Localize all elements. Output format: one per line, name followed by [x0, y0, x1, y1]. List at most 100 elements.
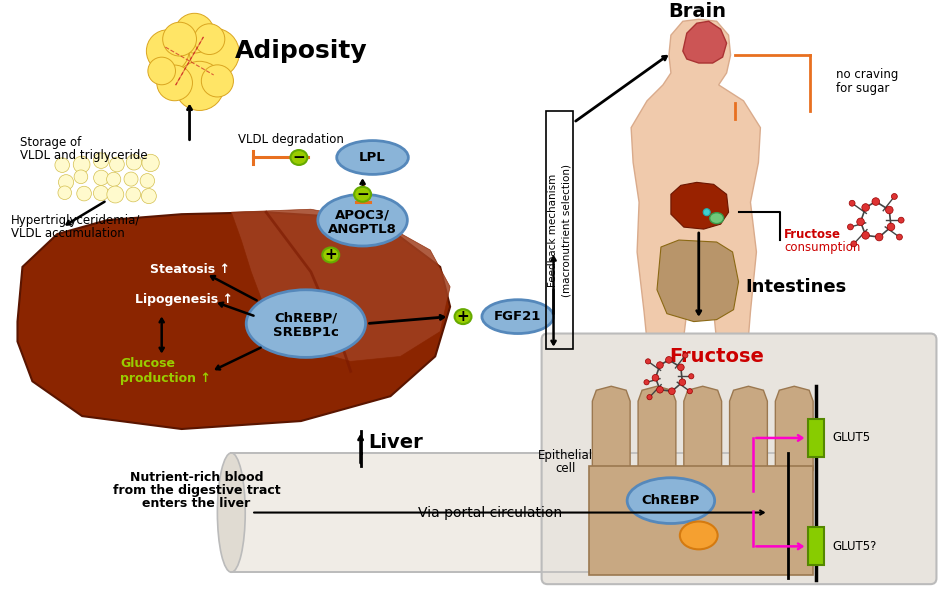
- Circle shape: [142, 154, 159, 172]
- Circle shape: [897, 234, 902, 240]
- Circle shape: [683, 353, 688, 358]
- Circle shape: [689, 374, 694, 379]
- Bar: [231, 453, 789, 572]
- Ellipse shape: [318, 194, 407, 246]
- Circle shape: [58, 186, 72, 199]
- Ellipse shape: [455, 309, 471, 324]
- Polygon shape: [631, 19, 760, 434]
- Circle shape: [163, 34, 216, 88]
- Circle shape: [157, 65, 193, 101]
- Polygon shape: [775, 386, 813, 471]
- Text: +: +: [456, 309, 470, 324]
- Circle shape: [58, 175, 73, 190]
- Circle shape: [73, 156, 90, 173]
- Text: for sugar: for sugar: [836, 82, 889, 96]
- Circle shape: [194, 24, 225, 55]
- Circle shape: [148, 57, 175, 85]
- Polygon shape: [683, 21, 726, 63]
- Polygon shape: [671, 182, 728, 229]
- Polygon shape: [18, 212, 450, 429]
- Circle shape: [106, 172, 120, 186]
- Ellipse shape: [703, 208, 710, 216]
- Ellipse shape: [217, 453, 246, 572]
- Text: GLUT5?: GLUT5?: [832, 540, 876, 553]
- Ellipse shape: [627, 478, 714, 524]
- Circle shape: [856, 218, 865, 226]
- Text: −: −: [293, 150, 305, 165]
- Circle shape: [126, 154, 142, 170]
- Circle shape: [147, 30, 189, 72]
- Text: Nutrient-rich blood: Nutrient-rich blood: [130, 471, 263, 484]
- Circle shape: [644, 379, 649, 385]
- Circle shape: [665, 357, 672, 364]
- Circle shape: [885, 206, 893, 214]
- Text: Liver: Liver: [368, 433, 423, 452]
- Text: VLDL and triglyceride: VLDL and triglyceride: [21, 149, 148, 162]
- Circle shape: [898, 217, 904, 223]
- Text: VLDL accumulation: VLDL accumulation: [10, 227, 124, 240]
- Text: Via portal circulation: Via portal circulation: [418, 506, 562, 520]
- Text: Epithelial: Epithelial: [538, 449, 593, 462]
- Text: ANGPTL8: ANGPTL8: [328, 223, 397, 235]
- Circle shape: [887, 223, 895, 230]
- Text: −: −: [357, 187, 369, 202]
- Circle shape: [93, 153, 109, 169]
- Text: FGF21: FGF21: [494, 310, 541, 323]
- Text: Brain: Brain: [668, 2, 726, 21]
- Circle shape: [891, 194, 898, 199]
- Text: Adiposity: Adiposity: [234, 39, 367, 63]
- Text: no craving: no craving: [836, 69, 899, 82]
- Polygon shape: [592, 386, 630, 471]
- Text: ChREBP/: ChREBP/: [275, 311, 338, 324]
- Text: APOC3/: APOC3/: [335, 208, 391, 222]
- Text: Lipogenesis ↑: Lipogenesis ↑: [135, 293, 232, 306]
- Circle shape: [668, 388, 676, 395]
- Text: Steatosis ↑: Steatosis ↑: [150, 264, 230, 276]
- Text: GLUT5: GLUT5: [832, 432, 870, 444]
- Text: Feedback mechanism
(macronutrient selection): Feedback mechanism (macronutrient select…: [548, 164, 571, 297]
- Text: +: +: [325, 248, 337, 262]
- Polygon shape: [684, 386, 722, 471]
- Circle shape: [107, 186, 124, 203]
- Circle shape: [175, 13, 215, 53]
- Ellipse shape: [679, 522, 718, 549]
- Circle shape: [93, 186, 108, 200]
- Text: enters the liver: enters the liver: [142, 497, 250, 509]
- Circle shape: [201, 65, 233, 97]
- Circle shape: [175, 61, 224, 110]
- Circle shape: [93, 170, 109, 185]
- Polygon shape: [729, 386, 767, 476]
- FancyBboxPatch shape: [542, 333, 936, 584]
- Ellipse shape: [323, 248, 339, 262]
- Circle shape: [124, 172, 138, 186]
- Circle shape: [862, 204, 869, 211]
- Circle shape: [55, 158, 70, 172]
- Text: production ↑: production ↑: [120, 372, 211, 385]
- Ellipse shape: [482, 300, 553, 333]
- Polygon shape: [638, 386, 676, 476]
- Bar: [808, 527, 824, 565]
- Circle shape: [646, 395, 652, 400]
- Circle shape: [657, 362, 663, 368]
- Circle shape: [862, 232, 869, 239]
- Text: Storage of: Storage of: [21, 136, 82, 149]
- Circle shape: [77, 186, 91, 201]
- Text: from the digestive tract: from the digestive tract: [113, 484, 280, 497]
- Circle shape: [679, 379, 686, 386]
- Circle shape: [687, 389, 693, 394]
- Text: Fructose: Fructose: [784, 227, 841, 240]
- Circle shape: [141, 189, 156, 204]
- Polygon shape: [657, 240, 739, 322]
- Text: SREBP1c: SREBP1c: [273, 326, 339, 339]
- Ellipse shape: [774, 453, 802, 572]
- Circle shape: [849, 200, 855, 206]
- Text: Hypertriglyceridemia/: Hypertriglyceridemia/: [10, 214, 140, 227]
- Bar: [546, 111, 573, 349]
- Ellipse shape: [710, 213, 724, 224]
- Circle shape: [875, 234, 883, 241]
- Circle shape: [657, 386, 663, 393]
- Circle shape: [126, 187, 140, 202]
- Ellipse shape: [354, 187, 371, 202]
- Text: cell: cell: [555, 462, 576, 475]
- Text: ChREBP: ChREBP: [642, 494, 700, 507]
